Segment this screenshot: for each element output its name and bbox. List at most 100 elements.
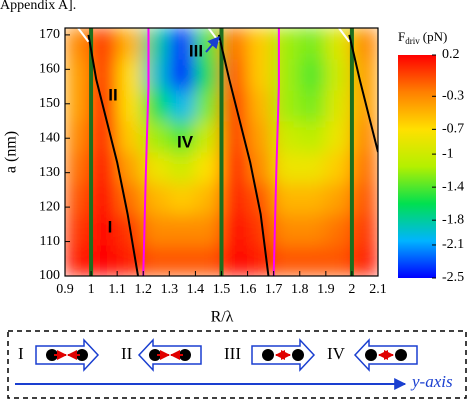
heat-cell — [351, 151, 378, 184]
colorbar-tick-label: -2.1 — [442, 237, 464, 252]
heat-cell — [116, 120, 144, 153]
legend-item-label: III — [224, 344, 241, 363]
curve — [87, 34, 140, 276]
y-tick-label: 150 — [39, 96, 60, 111]
x-tick-label: 2.1 — [369, 282, 387, 297]
heat-cell — [65, 120, 92, 153]
heat-cell — [168, 182, 196, 215]
heatmap-cells — [65, 28, 378, 276]
x-tick-label: 1.1 — [108, 282, 126, 297]
heat-cell — [221, 28, 249, 60]
heat-cell — [90, 244, 118, 276]
colorbar-label-unit: (pN) — [423, 29, 448, 44]
heat-cell — [247, 28, 275, 60]
legend-particle — [179, 349, 191, 361]
heat-cell — [90, 182, 118, 215]
heat-cell — [168, 89, 196, 122]
x-tick-label: 2 — [348, 282, 355, 297]
colorbar-label-sub: driv — [405, 36, 420, 46]
heat-cell — [194, 244, 222, 276]
heat-cell — [325, 120, 353, 153]
heat-cell — [65, 58, 92, 91]
y-axis-label: a (nm) — [3, 131, 20, 173]
legend-particle — [149, 349, 161, 361]
axes: 0.9 1 1.1 1.2 1.3 1.4 1.5 1.6 1.7 1.8 1.9 2 2.1 100 11… — [39, 27, 387, 297]
colorbar-tick-label: -2.5 — [442, 270, 464, 285]
heat-cell — [194, 182, 222, 215]
caption-fragment: Appendix A]. — [0, 0, 76, 13]
x-tick-label: 1.6 — [239, 282, 257, 297]
heat-cell — [221, 89, 249, 122]
heat-cell — [299, 182, 327, 215]
pointer-arrow — [205, 36, 220, 53]
heat-cell — [90, 213, 118, 246]
heat-cell — [221, 182, 249, 215]
heat-cell — [221, 213, 249, 246]
y-axis-text: y-axis — [410, 372, 453, 391]
heat-cell — [65, 182, 92, 215]
heat-cell — [325, 58, 353, 91]
colorbar-tick-label: -0.7 — [442, 122, 464, 137]
heat-cell — [142, 182, 170, 215]
heat-cell — [351, 244, 378, 276]
colorbar-label: Fdriv (pN) — [398, 29, 447, 46]
curve — [77, 28, 90, 43]
legend: I II III IV — [18, 338, 418, 372]
heat-cell — [351, 89, 378, 122]
heat-cell — [299, 120, 327, 153]
heat-cell — [325, 182, 353, 215]
heat-cell — [247, 58, 275, 91]
heat-cell — [299, 213, 327, 246]
heat-cell — [247, 89, 275, 122]
curve — [348, 34, 378, 153]
heat-cell — [168, 120, 196, 153]
heat-cell — [273, 58, 301, 91]
heatmap — [65, 28, 378, 276]
legend-particle — [262, 349, 274, 361]
heat-cell — [116, 89, 144, 122]
heat-cell — [194, 58, 222, 91]
heat-cell — [116, 28, 144, 60]
region-label: I — [108, 217, 113, 236]
heat-cell — [351, 28, 378, 60]
heat-cell — [194, 213, 222, 246]
legend-particle — [365, 349, 377, 361]
heat-cell — [142, 58, 170, 91]
heat-cell — [90, 151, 118, 184]
legend-particle — [292, 349, 304, 361]
colorbar-tick-label: -0.3 — [442, 89, 464, 104]
heat-cell — [142, 28, 170, 60]
y-tick-label: 110 — [40, 234, 60, 249]
heat-cell — [299, 58, 327, 91]
heat-cell — [325, 244, 353, 276]
heat-cell — [325, 89, 353, 122]
heat-cell — [90, 28, 118, 60]
colorbar-tick-label: 0.2 — [442, 47, 460, 62]
heat-cell — [65, 89, 92, 122]
legend-particle — [76, 349, 88, 361]
heat-cell — [116, 58, 144, 91]
overlay — [77, 28, 378, 276]
heat-cell — [299, 151, 327, 184]
colorbar-tick-label: -1.8 — [442, 212, 464, 227]
x-tick-label: 0.9 — [56, 282, 74, 297]
x-axis-label: R/λ — [211, 309, 234, 326]
colorbar-gradient — [398, 55, 436, 278]
heat-cell — [299, 89, 327, 122]
region-label: III — [189, 41, 203, 60]
heat-cell — [221, 244, 249, 276]
colorbar-tick-label: -1 — [442, 146, 454, 161]
curve — [217, 34, 270, 276]
heat-cell — [247, 120, 275, 153]
heat-cell — [194, 120, 222, 153]
heat-cell — [351, 182, 378, 215]
colorbar: Fdriv (pN) 0.2 -0.3 -0.7 -1 -1.4 -1.8 -2.1 -2.5 — [398, 29, 464, 285]
heat-cell — [247, 244, 275, 276]
curve — [338, 28, 351, 43]
legend-box — [7, 330, 467, 399]
y-tick-label: 140 — [39, 130, 60, 145]
heat-cell — [221, 151, 249, 184]
heat-cell — [168, 58, 196, 91]
heat-cell — [65, 28, 92, 60]
